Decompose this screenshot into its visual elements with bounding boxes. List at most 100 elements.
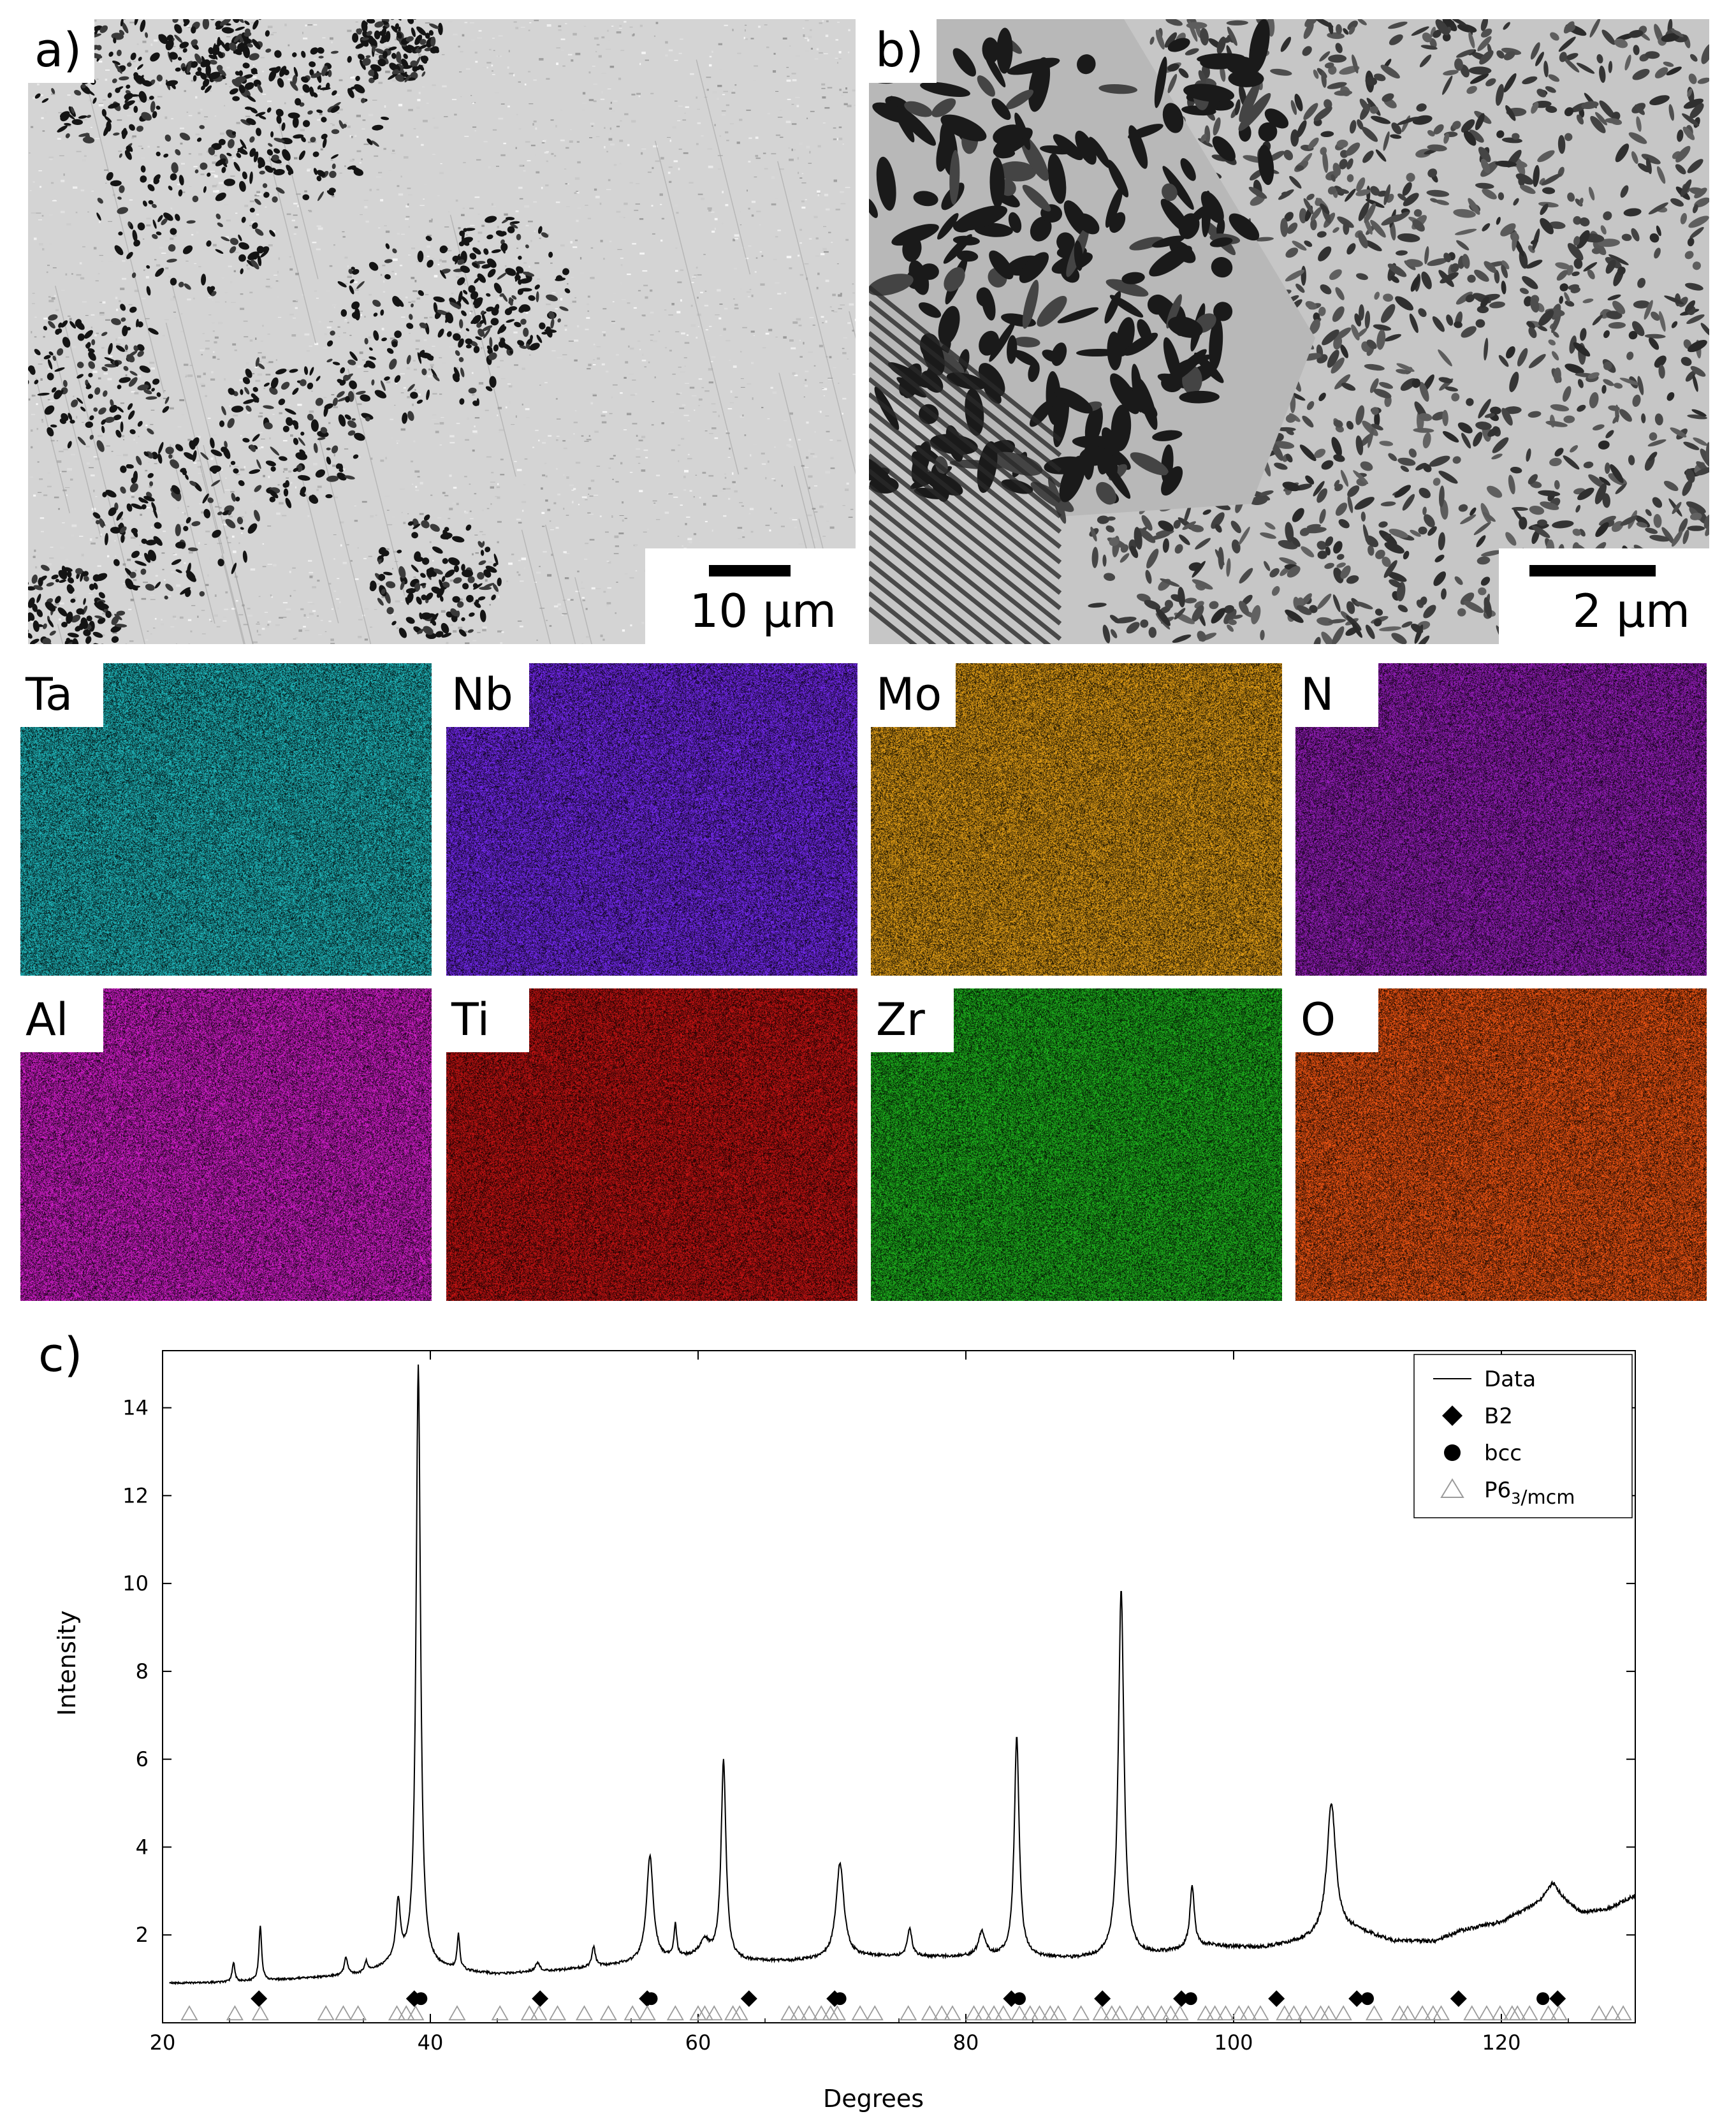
bcc-marker [1361, 1992, 1374, 2006]
p63mcm-marker [995, 2005, 1012, 2021]
p63mcm-marker [1216, 2005, 1234, 2021]
p63mcm-marker [397, 2005, 415, 2021]
p63mcm-marker [575, 2005, 594, 2021]
p63mcm-marker [1128, 2005, 1146, 2021]
p63mcm-marker [1171, 2005, 1189, 2021]
scale-box-a: 10 µm [645, 548, 856, 644]
x-axis-label: Degrees [823, 2085, 924, 2113]
p63mcm-marker [1539, 2005, 1557, 2021]
legend-label: B2 [1484, 1404, 1513, 1429]
p63mcm-marker [1285, 2005, 1303, 2021]
p63mcm-marker [780, 2005, 798, 2021]
p63mcm-marker [696, 2005, 714, 2021]
b2-marker [532, 1990, 549, 2007]
p63mcm-marker [1521, 2005, 1538, 2021]
eds-label-o: O [1295, 988, 1378, 1052]
p63mcm-marker [407, 2005, 425, 2021]
p63mcm-marker [1021, 2005, 1039, 2021]
p63mcm-marker [1550, 2005, 1568, 2021]
b2-marker [1268, 1990, 1285, 2007]
p63mcm-marker [1424, 2005, 1442, 2021]
y-tick-label: 8 [136, 1659, 149, 1684]
eds-label-nb: Nb [446, 663, 529, 727]
p63mcm-marker [226, 2005, 244, 2021]
p63mcm-marker [812, 2005, 830, 2021]
legend-symbol-triangle-open [1440, 1478, 1464, 1498]
eds-map-ta: Ta [20, 663, 432, 976]
p63mcm-marker [349, 2005, 367, 2021]
scale-label-b: 2 µm [1572, 584, 1690, 638]
legend-symbol-diamond [1442, 1405, 1462, 1426]
series-data-line [169, 1364, 1636, 1985]
b2-marker [251, 1990, 268, 2007]
p63mcm-marker [1049, 2005, 1067, 2021]
sem-b-texture [869, 19, 1709, 644]
legend-symbol-circle [1444, 1444, 1461, 1461]
p63mcm-marker [1072, 2005, 1090, 2021]
xrd-chart: c) 20 40 60 80 100 120 2 4 6 8 10 12 14 Degrees Inte… [38, 1328, 1636, 2113]
eds-label-mo: Mo [871, 663, 956, 727]
p63mcm-marker [1390, 2005, 1408, 2021]
y-tick-label: 4 [136, 1835, 149, 1859]
p63mcm-marker [388, 2005, 406, 2021]
eds-map-n: N [1295, 663, 1707, 976]
eds-label-al: Al [20, 988, 103, 1052]
p63mcm-marker [1334, 2005, 1352, 2021]
p63mcm-marker [1276, 2005, 1294, 2021]
p63mcm-marker [491, 2005, 509, 2021]
eds-map-ti: Ti [446, 988, 857, 1301]
p63mcm-marker [1311, 2005, 1330, 2021]
b2-marker [740, 1990, 757, 2007]
p63mcm-marker [1153, 2005, 1171, 2021]
y-axis-label: Intensity [53, 1610, 81, 1715]
p63mcm-marker [1206, 2005, 1224, 2021]
p63mcm-marker [1197, 2005, 1214, 2021]
x-tick-label: 80 [953, 2030, 979, 2055]
p63mcm-marker [985, 2005, 1003, 2021]
p63mcm-marker [599, 2005, 617, 2021]
p63mcm-marker [548, 2005, 567, 2021]
scale-bar-b [1529, 565, 1656, 576]
eds-map-mo: Mo [871, 663, 1282, 976]
sem-image-a: a) 10 µm [28, 19, 856, 644]
p63mcm-marker [789, 2005, 808, 2021]
p63mcm-marker [1239, 2005, 1257, 2021]
b2-marker [1094, 1990, 1111, 2007]
p63mcm-marker [1365, 2005, 1383, 2021]
x-tick-label: 40 [418, 2030, 444, 2055]
eds-map-nb: Nb [446, 663, 857, 976]
p63mcm-marker [1103, 2005, 1121, 2021]
scale-box-b: 2 µm [1499, 548, 1709, 644]
p63mcm-marker [1162, 2005, 1179, 2021]
p63mcm-marker [974, 2005, 992, 2021]
p63mcm-marker [1139, 2005, 1157, 2021]
p63mcm-marker [731, 2005, 748, 2021]
bcc-marker [1013, 1992, 1026, 2006]
p63mcm-marker [251, 2005, 269, 2021]
p63mcm-marker [900, 2005, 917, 2021]
b2-marker [1173, 1990, 1190, 2007]
p63mcm-marker [1111, 2005, 1129, 2021]
eds-map-zr: Zr [871, 988, 1282, 1301]
p63mcm-marker [1614, 2005, 1632, 2021]
bcc-marker [1184, 1992, 1197, 2006]
legend-label: bcc [1484, 1441, 1522, 1466]
eds-label-n: N [1295, 663, 1378, 727]
xrd-plot-area: 20 40 60 80 100 120 2 4 6 8 10 12 14 [122, 1350, 1636, 2055]
legend-label-sub: 3 [1511, 1490, 1521, 1508]
p63mcm-marker [666, 2005, 684, 2021]
p63mcm-marker [624, 2005, 641, 2021]
bcc-marker [414, 1992, 428, 2006]
p63mcm-marker [828, 2005, 846, 2021]
eds-label-zr: Zr [871, 988, 954, 1052]
legend-box [1413, 1354, 1633, 1518]
panel-label-a: a) [28, 19, 95, 83]
p63mcm-marker [1508, 2005, 1526, 2021]
p63mcm-marker [448, 2005, 466, 2021]
panel-label-c: c) [38, 1328, 83, 1383]
p63mcm-marker [317, 2005, 335, 2021]
p63mcm-marker [921, 2005, 938, 2021]
y-tick-label: 14 [122, 1396, 149, 1420]
p63mcm-marker [705, 2005, 723, 2021]
